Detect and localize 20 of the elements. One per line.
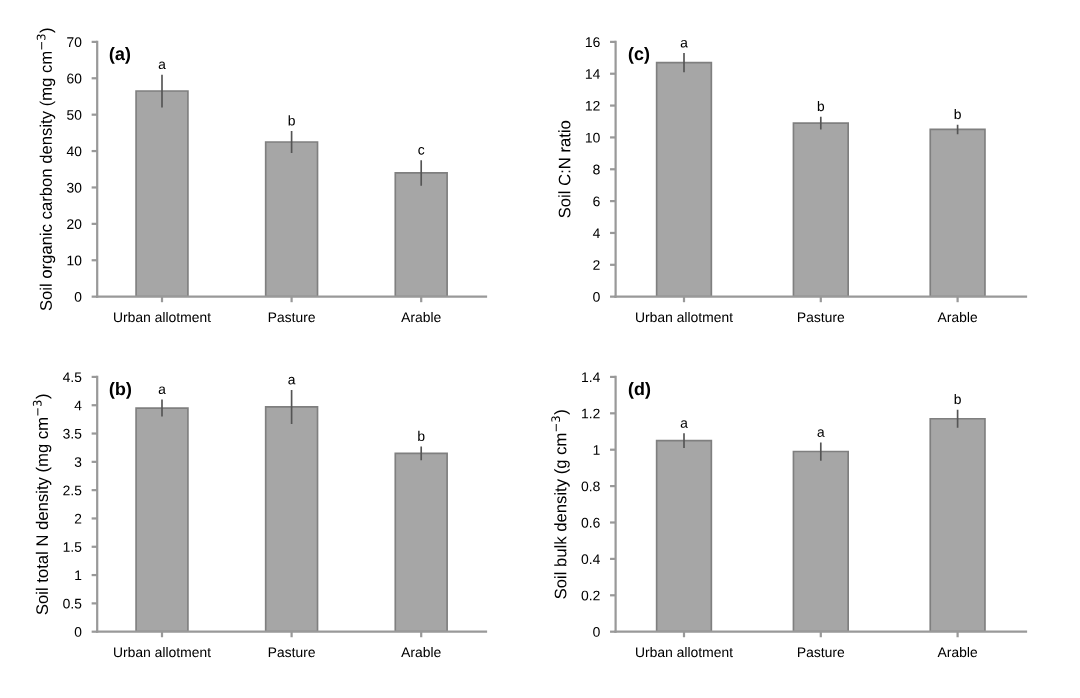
bar [135,90,189,297]
y-axis-title: Soil organic carbon density (mg cm$^{−3}$) [36,28,56,311]
chart-title: (a) [109,46,131,64]
bar [929,128,986,297]
chart-title: (b) [109,382,132,399]
y-axis-title: Soil bulk density (g cm$^{−3}$) [551,410,570,599]
chart-title: (d) [628,382,651,399]
bar [394,452,448,632]
bar [655,439,713,632]
bar [655,61,713,297]
chart-title: (c) [628,46,650,64]
bar [792,450,849,632]
y-axis-title: Soil total N density (mg cm$^{−3}$) [32,394,52,615]
bar [929,417,986,632]
bar [792,122,849,297]
bar [264,406,319,632]
y-axis-title: Soil C:N ratio [558,120,571,218]
bar [394,172,448,297]
bar [135,407,189,632]
bar [264,141,319,297]
